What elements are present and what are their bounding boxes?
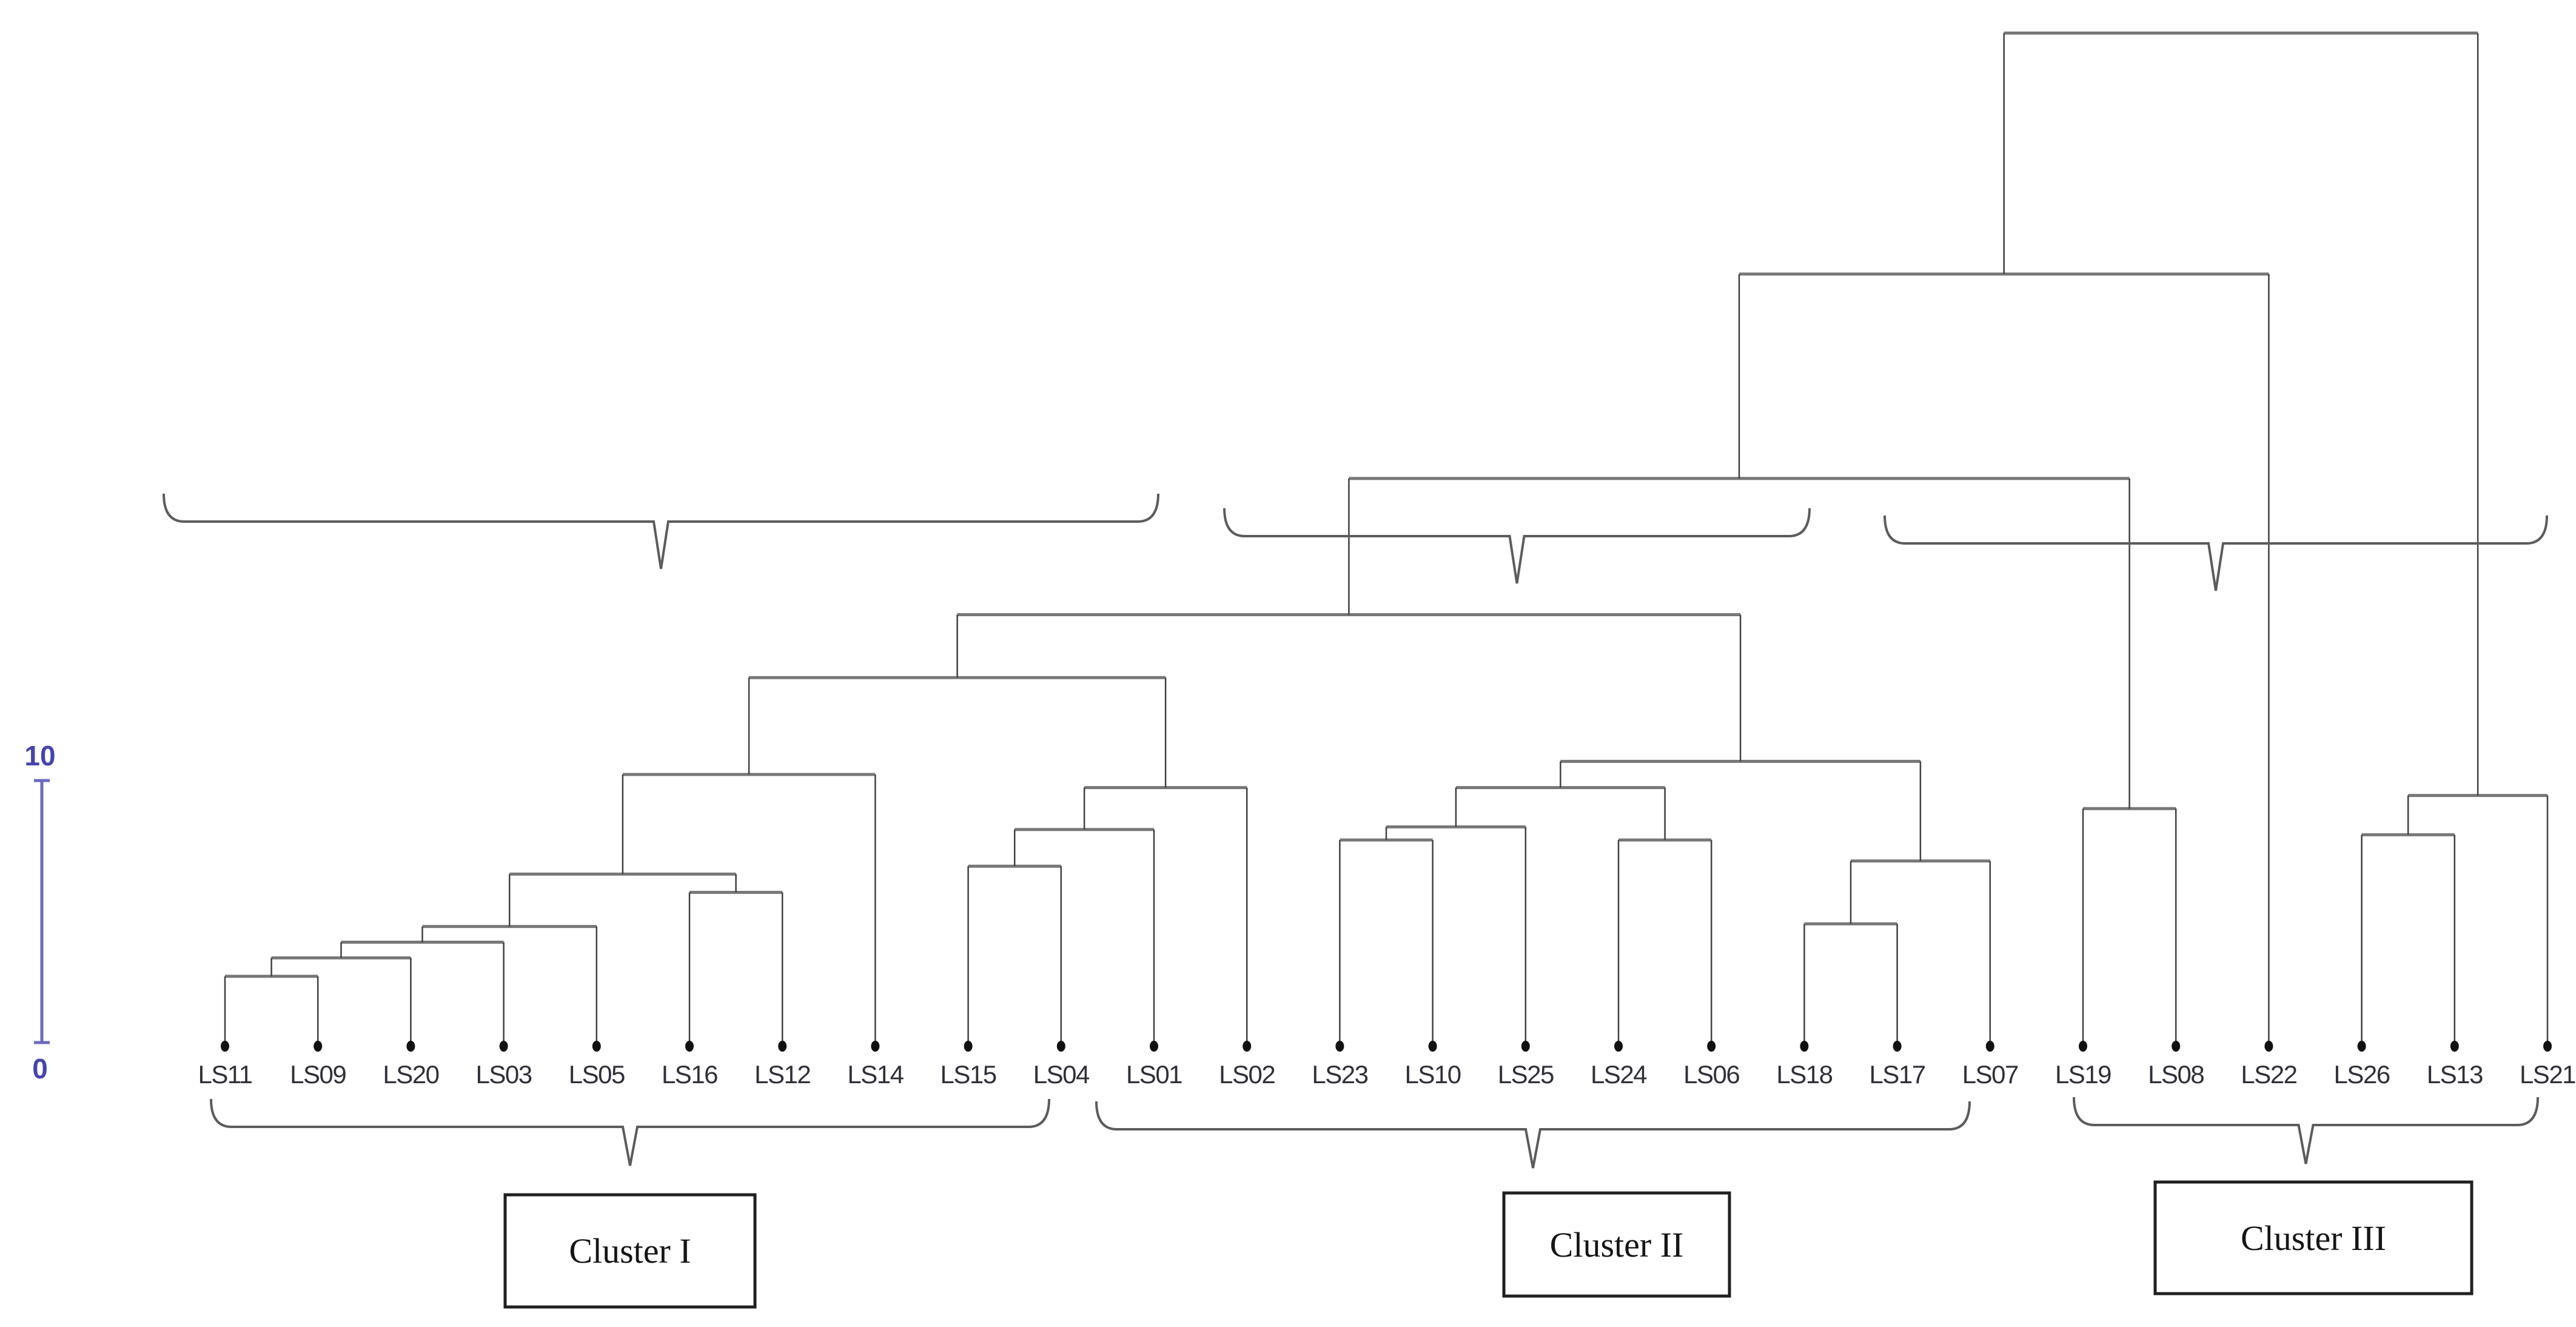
leaf-dot — [964, 1041, 973, 1052]
leaf-label: LS08 — [2148, 1060, 2204, 1089]
leaf-dot — [2172, 1041, 2181, 1052]
link-vertical-stems — [224, 33, 2549, 1044]
leaf-dot — [1243, 1041, 1252, 1052]
cluster-box-2-frame — [1502, 1191, 1731, 1298]
leaf-dot — [1521, 1041, 1530, 1052]
leaf-dots — [221, 1041, 2552, 1052]
leaf-dot — [1150, 1041, 1158, 1052]
leaf-labels: LS11 LS09 LS20 LS03 LS05 LS16 LS12 LS14 LS15 LS04… — [198, 1060, 2576, 1089]
leaf-label: LS01 — [1126, 1060, 1182, 1089]
dendrogram-links — [224, 32, 2549, 1044]
bottom-brace-cluster-2 — [1095, 1101, 1971, 1169]
leaf-label: LS14 — [847, 1060, 904, 1089]
leaf-dot — [1614, 1041, 1623, 1052]
leaf-label: LS02 — [1219, 1060, 1275, 1089]
bottom-braces — [210, 1097, 2539, 1169]
leaf-label: LS21 — [2520, 1060, 2575, 1089]
leaf-label: LS13 — [2427, 1060, 2483, 1089]
leaf-dot — [1893, 1041, 1902, 1052]
leaf-label: LS23 — [1312, 1060, 1367, 1089]
scale-min-label: 0 — [32, 1053, 48, 1084]
leaf-dot — [685, 1041, 694, 1052]
leaf-label: LS05 — [569, 1060, 625, 1089]
leaf-label: LS18 — [1776, 1060, 1832, 1089]
cluster-box-3-frame — [2153, 1180, 2474, 1295]
leaf-dot — [406, 1041, 415, 1052]
leaf-dot — [221, 1041, 229, 1052]
leaf-label: LS12 — [754, 1060, 810, 1089]
top-braces — [163, 493, 2548, 591]
cluster-box-2-label: Cluster II — [1550, 1225, 1684, 1265]
bottom-brace-cluster-3 — [2073, 1097, 2539, 1164]
leaf-dot — [1707, 1041, 1716, 1052]
cluster-box-1-frame — [503, 1193, 757, 1309]
leaf-label: LS19 — [2055, 1060, 2111, 1089]
leaf-label: LS16 — [662, 1060, 717, 1089]
leaf-dot — [314, 1041, 323, 1052]
bottom-brace-cluster-1 — [210, 1098, 1050, 1166]
leaf-dot — [2543, 1041, 2552, 1052]
top-brace-cluster-2 — [1223, 508, 1811, 584]
leaf-dot — [2357, 1041, 2366, 1052]
leaf-label: LS15 — [941, 1060, 996, 1089]
leaf-dot — [1985, 1041, 1994, 1052]
leaf-dot — [778, 1041, 787, 1052]
leaf-dot — [2450, 1041, 2459, 1052]
cluster-box-1: Cluster I — [503, 1193, 757, 1309]
top-brace-cluster-1 — [163, 493, 1159, 569]
cluster-box-3-label: Cluster III — [2241, 1218, 2386, 1258]
leaf-label: LS26 — [2334, 1060, 2390, 1089]
cluster-box-3: Cluster III — [2153, 1180, 2474, 1295]
leaf-label: LS17 — [1870, 1060, 1925, 1089]
leaf-dot — [2079, 1041, 2087, 1052]
leaf-label: LS10 — [1405, 1060, 1461, 1089]
leaf-dot — [1056, 1041, 1065, 1052]
cluster-boxes: Cluster I Cluster II Cluster III — [503, 1180, 2474, 1309]
leaf-dot — [1800, 1041, 1809, 1052]
leaf-label: LS06 — [1683, 1060, 1739, 1089]
leaf-dot — [871, 1041, 880, 1052]
leaf-label: LS04 — [1033, 1060, 1090, 1089]
leaf-dot — [1428, 1041, 1437, 1052]
scale-max-label: 10 — [24, 740, 55, 771]
scale-bar: 10 0 — [24, 740, 55, 1084]
cluster-box-2: Cluster II — [1502, 1191, 1731, 1298]
leaf-label: LS11 — [198, 1060, 252, 1089]
leaf-label: LS07 — [1962, 1060, 2018, 1089]
leaf-label: LS22 — [2241, 1060, 2296, 1089]
leaf-label: LS03 — [476, 1060, 532, 1089]
leaf-label: LS24 — [1591, 1060, 1647, 1089]
leaf-dot — [1335, 1041, 1344, 1052]
leaf-dot — [499, 1041, 508, 1052]
leaf-dot — [592, 1041, 601, 1052]
cluster-box-1-label: Cluster I — [569, 1231, 691, 1271]
leaf-label: LS20 — [383, 1060, 438, 1089]
top-brace-cluster-3 — [1883, 515, 2548, 591]
leaf-label: LS25 — [1498, 1060, 1554, 1089]
leaf-label: LS09 — [290, 1060, 346, 1089]
leaf-dot — [2264, 1041, 2273, 1052]
